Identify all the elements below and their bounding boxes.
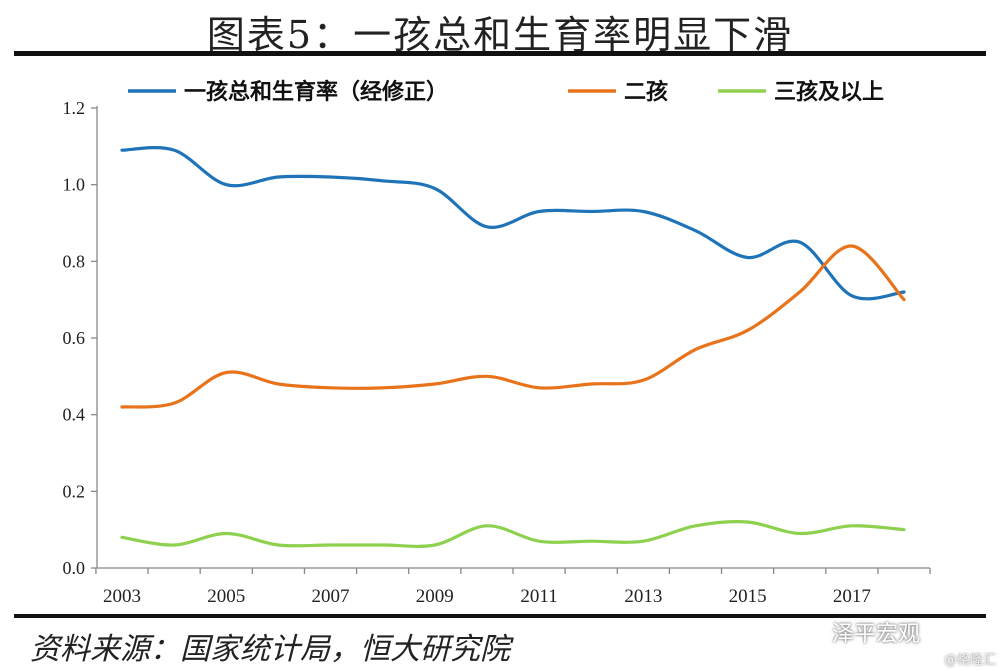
- series-line: [120, 520, 906, 549]
- legend-label: 二孩: [624, 79, 668, 105]
- x-tick-label: 2003: [103, 586, 141, 607]
- y-tick-label: 1.2: [63, 98, 86, 118]
- watermark-credit: @格隆汇: [943, 653, 996, 668]
- series-line: [120, 146, 906, 301]
- x-tick-label: 2009: [416, 586, 454, 607]
- y-tick-label: 1.0: [63, 175, 86, 195]
- y-tick-label: 0.4: [63, 405, 86, 425]
- bottom-rule: [14, 614, 986, 618]
- x-tick-label: 2017: [833, 586, 871, 607]
- y-tick-label: 0.0: [63, 558, 86, 578]
- series-line: [120, 244, 906, 409]
- wechat-icon: [812, 618, 836, 637]
- y-tick-label: 0.2: [63, 481, 86, 501]
- source-note: 资料来源：国家统计局，恒大研究院: [30, 632, 510, 667]
- x-tick-label: 2011: [520, 586, 557, 607]
- y-tick-label: 0.6: [63, 328, 86, 348]
- x-tick-label: 2005: [207, 586, 245, 607]
- watermark-brand: 泽平宏观: [832, 622, 921, 647]
- chart-title: 图表5：一孩总和生育率明显下滑: [206, 13, 794, 57]
- top-rule: [14, 51, 986, 56]
- x-tick-label: 2015: [729, 586, 767, 607]
- legend-label: 三孩及以上: [774, 79, 884, 105]
- series-1: [120, 146, 906, 301]
- x-tick-label: 2013: [624, 586, 662, 607]
- y-tick-label: 0.8: [63, 251, 86, 271]
- legend-label: 一孩总和生育率（经修正）: [184, 79, 448, 105]
- x-tick-label: 2007: [312, 586, 350, 607]
- series-3: [120, 520, 906, 549]
- series-2: [120, 244, 906, 409]
